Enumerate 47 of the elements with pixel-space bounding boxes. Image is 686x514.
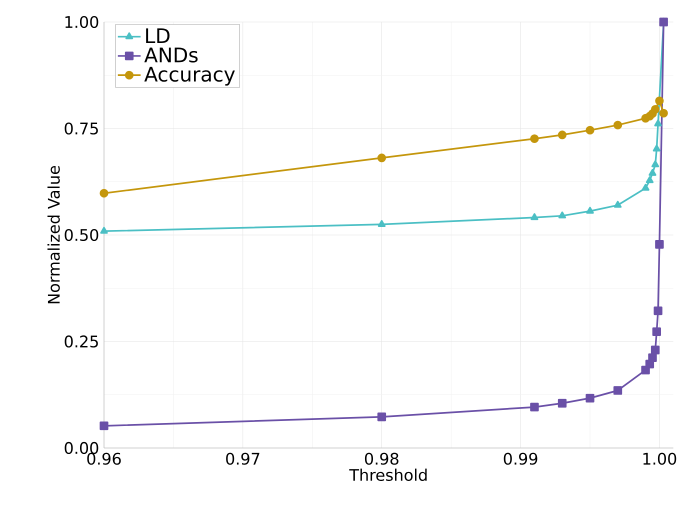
- point: [613, 120, 622, 130]
- point: [655, 240, 664, 249]
- point: [558, 398, 567, 408]
- point: [614, 200, 622, 208]
- legend-label: Accuracy: [144, 66, 235, 86]
- point: [377, 412, 386, 422]
- point: [558, 130, 567, 140]
- x-axis-title: Threshold: [349, 468, 427, 482]
- point: [100, 226, 108, 234]
- point: [650, 346, 660, 354]
- point: [654, 306, 662, 316]
- point: [655, 96, 664, 106]
- legend-label: ANDs: [144, 48, 198, 63]
- point: [642, 184, 650, 191]
- point: [100, 421, 108, 430]
- point: [613, 386, 622, 395]
- point: [558, 211, 566, 218]
- y-tick-label: 0.75: [64, 122, 98, 135]
- y-tick-label: 1.00: [65, 16, 98, 28]
- point: [652, 144, 661, 152]
- point: [530, 213, 538, 220]
- point: [530, 402, 539, 412]
- point: [378, 220, 386, 227]
- point: [654, 119, 662, 126]
- point: [648, 168, 656, 176]
- point: [586, 126, 594, 135]
- x-tick-label: 0.99: [504, 452, 538, 465]
- x-tick-label: 0.97: [226, 452, 260, 465]
- point: [586, 394, 594, 402]
- x-tick-label: 0.98: [364, 452, 398, 465]
- x-tick-label: 1.00: [643, 452, 676, 465]
- legend-label: LD: [146, 28, 170, 43]
- point: [650, 104, 660, 114]
- point: [659, 108, 668, 118]
- y-tick-label: 0.25: [64, 335, 98, 348]
- point: [377, 154, 386, 162]
- x-tick-label: 0.96: [87, 452, 121, 465]
- y-axis-title: Normalized Value: [47, 166, 60, 304]
- point: [100, 188, 108, 198]
- point: [530, 134, 539, 144]
- y-tick-label: 0.00: [64, 442, 98, 454]
- point: [586, 206, 594, 214]
- point: [648, 353, 657, 362]
- point: [652, 327, 661, 336]
- point: [646, 176, 654, 184]
- point: [651, 160, 660, 168]
- y-tick-label: 0.50: [64, 228, 98, 242]
